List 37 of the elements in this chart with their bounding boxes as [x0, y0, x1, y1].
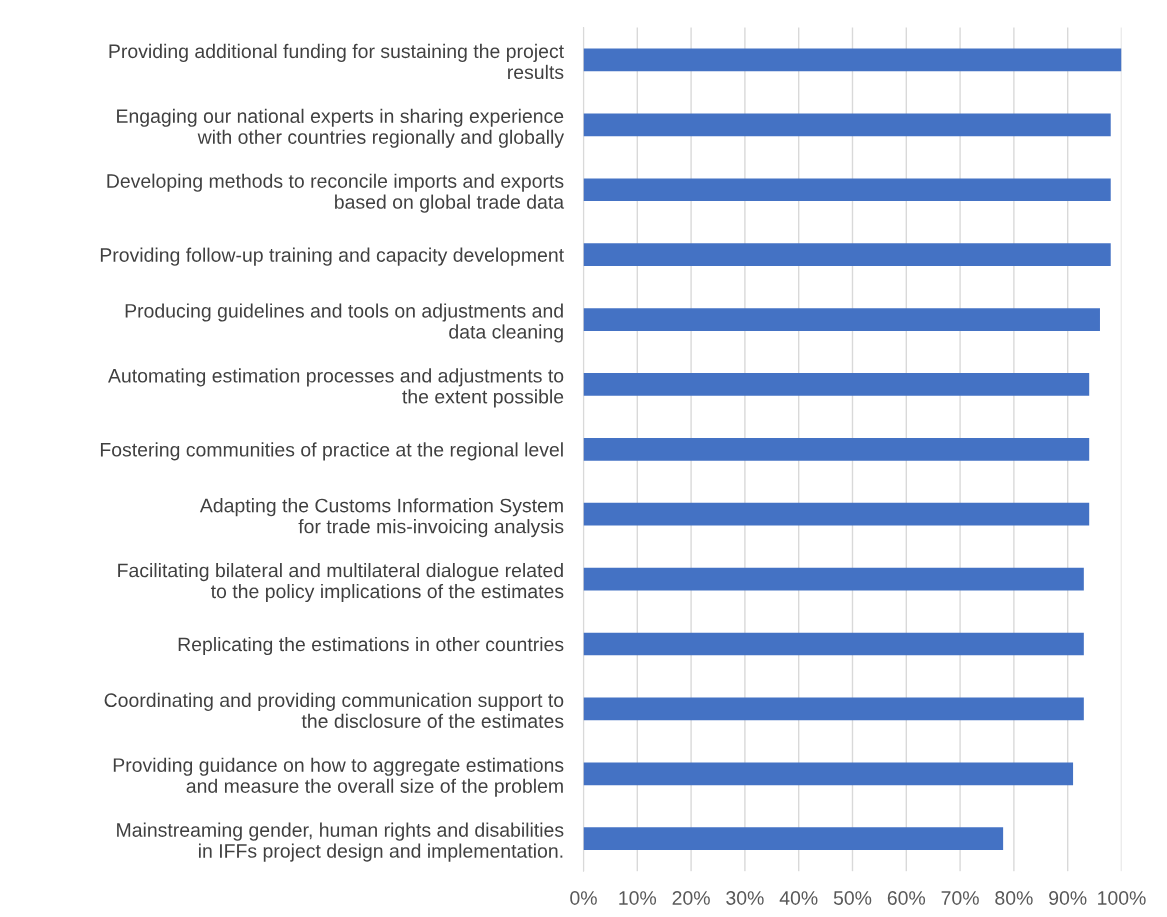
bar — [583, 567, 1084, 591]
bar — [583, 373, 1090, 396]
x-tick-label: 70% — [941, 891, 979, 905]
y-tick-label: Developing methods to reconcile imports and exports based on global trade data — [107, 173, 565, 213]
y-tick-label: Providing follow-up training and capacity development — [100, 247, 564, 266]
x-tick-label: 30% — [726, 891, 764, 905]
y-tick-label: Engaging our national experts in sharing experience with other countries regionally and globally — [117, 108, 565, 148]
y-tick-label: Automating estimation processes and adjustments to the extent possible — [108, 368, 564, 408]
y-tick-label: Coordinating and providing communication support to the disclosure of the estimates — [104, 692, 564, 729]
y-tick-label: Mainstreaming gender, human rights and disabilities in IFFs project design and implementation. — [117, 822, 564, 862]
bar — [583, 697, 1084, 721]
x-tick-label: 60% — [887, 891, 926, 905]
y-tick-label: Providing guidance on how to aggregate estimations and measure the overall size of the problem — [113, 757, 564, 797]
y-tick-label: Providing additional funding for sustaining the project results — [109, 43, 564, 80]
y-tick-label: Replicating the estimations in other countries — [178, 636, 564, 656]
bar — [583, 48, 1122, 72]
x-tick-label: 40% — [779, 891, 818, 905]
bar — [583, 308, 1100, 331]
y-tick-label: Adapting the Customs Information System for trade mis-invoicing analysis — [199, 498, 564, 538]
bar — [583, 827, 1004, 851]
y-tick-label: Fostering communities of practice at the regional level — [100, 442, 563, 461]
y-tick-label: Facilitating bilateral and multilateral dialogue related to the policy implications of the estimates — [118, 563, 564, 603]
x-tick-label: 0% — [570, 891, 597, 905]
x-tick-label: 50% — [833, 891, 872, 905]
x-tick-label: 10% — [619, 891, 657, 905]
bar — [583, 243, 1111, 266]
x-tick-label: 90% — [1049, 891, 1087, 905]
bar — [583, 178, 1111, 202]
bar — [583, 502, 1090, 526]
bar — [583, 632, 1084, 656]
y-tick-label: Producing guidelines and tools on adjustments and data cleaning — [125, 303, 563, 343]
x-tick-label: 20% — [672, 891, 710, 905]
bar — [583, 762, 1074, 786]
bar — [583, 437, 1090, 461]
x-tick-label: 100% — [1098, 891, 1146, 905]
x-tick-label: 80% — [995, 891, 1033, 905]
bar — [583, 113, 1111, 137]
